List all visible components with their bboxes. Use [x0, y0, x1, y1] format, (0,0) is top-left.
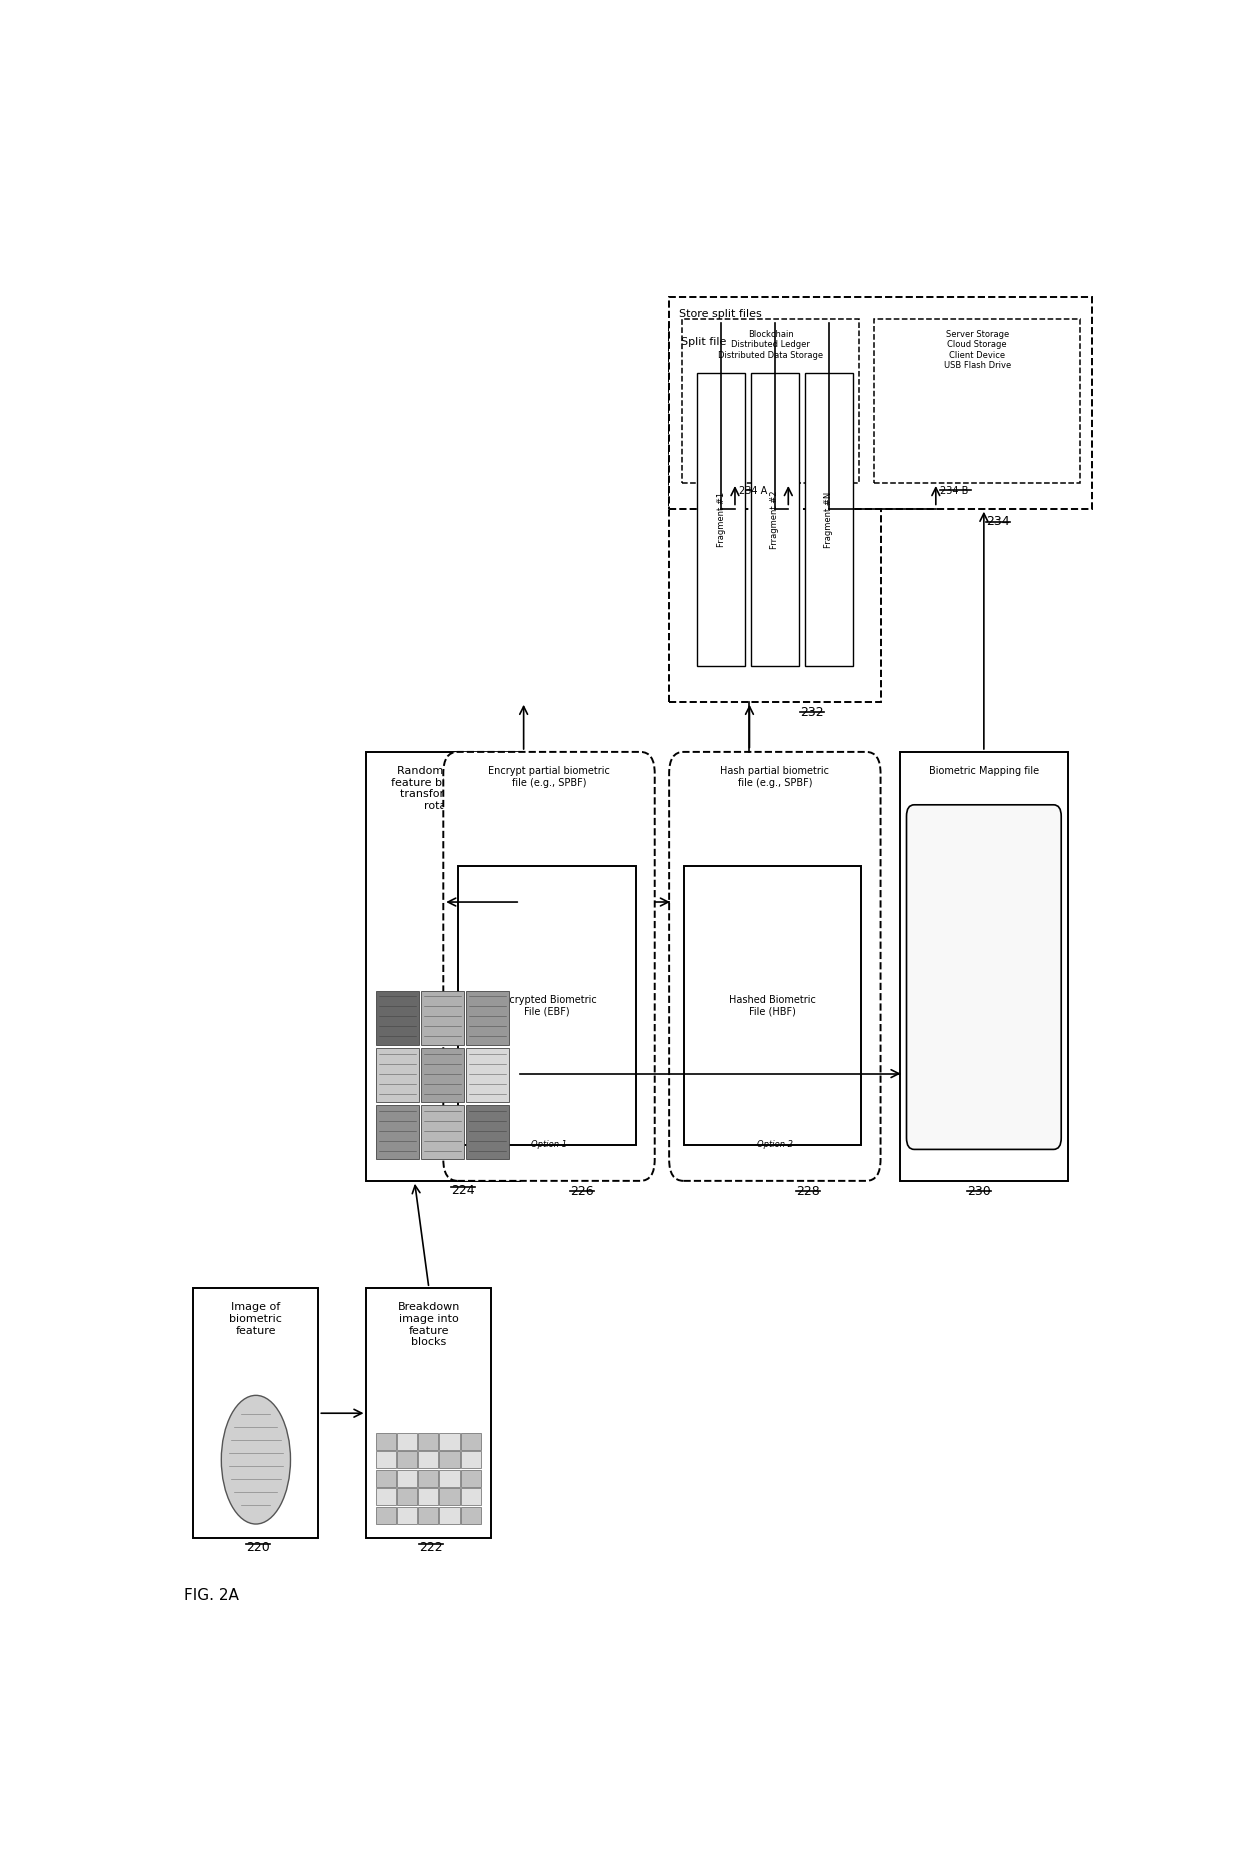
Text: Option 1: Option 1 — [531, 1140, 567, 1149]
Text: 228: 228 — [796, 1185, 820, 1198]
Bar — [376, 990, 419, 1045]
Bar — [682, 319, 859, 483]
Text: 234 B: 234 B — [940, 487, 968, 496]
Text: FIG. 2A: FIG. 2A — [184, 1588, 239, 1603]
Bar — [397, 1487, 418, 1506]
Text: Biometric Mapping file: Biometric Mapping file — [929, 767, 1039, 776]
Bar — [439, 1469, 460, 1487]
Bar — [420, 1105, 464, 1159]
Text: 234: 234 — [986, 514, 1009, 527]
Bar — [439, 1450, 460, 1469]
Ellipse shape — [221, 1395, 290, 1525]
Bar — [460, 1487, 481, 1506]
Bar — [376, 1450, 397, 1469]
Bar — [670, 323, 880, 702]
Bar — [397, 1506, 418, 1525]
Text: Encrypted Biometric
File (EBF): Encrypted Biometric File (EBF) — [497, 995, 596, 1016]
Bar — [418, 1450, 439, 1469]
Text: Randomly select
feature blocks and
transform (e.g.,
rotate): Randomly select feature blocks and trans… — [392, 767, 495, 812]
Text: 230: 230 — [967, 1185, 991, 1198]
Bar — [418, 1487, 439, 1506]
Text: 232: 232 — [800, 706, 823, 719]
FancyBboxPatch shape — [444, 752, 655, 1181]
Bar — [376, 1506, 397, 1525]
Bar — [376, 1105, 419, 1159]
Bar — [376, 1047, 419, 1103]
Text: Image of
biometric
feature: Image of biometric feature — [229, 1302, 283, 1335]
Bar — [466, 990, 508, 1045]
Bar — [466, 1105, 508, 1159]
Text: 220: 220 — [246, 1541, 269, 1554]
Bar — [418, 1469, 439, 1487]
Bar — [439, 1487, 460, 1506]
Text: Frragment #2: Frragment #2 — [770, 490, 780, 550]
Text: 222: 222 — [419, 1541, 443, 1554]
Bar — [460, 1469, 481, 1487]
Bar — [670, 297, 1092, 509]
FancyBboxPatch shape — [906, 804, 1061, 1149]
Text: Server Storage
Cloud Storage
Client Device
USB Flash Drive: Server Storage Cloud Storage Client Devi… — [944, 331, 1011, 370]
Bar — [751, 373, 799, 667]
Bar — [193, 1289, 319, 1538]
Bar — [367, 752, 521, 1181]
Bar — [397, 1450, 418, 1469]
FancyBboxPatch shape — [670, 752, 880, 1181]
Bar — [397, 1432, 418, 1450]
Bar — [460, 1432, 481, 1450]
Bar — [460, 1450, 481, 1469]
Text: Breakdown
image into
feature
blocks: Breakdown image into feature blocks — [398, 1302, 460, 1346]
Text: Hashed Biometric
File (HBF): Hashed Biometric File (HBF) — [729, 995, 816, 1016]
Bar — [376, 1469, 397, 1487]
Bar — [439, 1432, 460, 1450]
Text: Blockchain
Distributed Ledger
Distributed Data Storage: Blockchain Distributed Ledger Distribute… — [718, 331, 823, 360]
Text: Store split files: Store split files — [678, 308, 761, 319]
Bar — [900, 752, 1068, 1181]
Text: Encrypt partial biometric
file (e.g., SPBF): Encrypt partial biometric file (e.g., SP… — [489, 767, 610, 787]
Bar — [418, 1506, 439, 1525]
Bar — [439, 1506, 460, 1525]
Bar — [460, 1506, 481, 1525]
Bar — [466, 1047, 508, 1103]
Text: Fragment #1: Fragment #1 — [717, 492, 725, 548]
Text: 234 A: 234 A — [739, 487, 766, 496]
Bar — [420, 1047, 464, 1103]
Bar — [397, 1469, 418, 1487]
Bar — [805, 373, 853, 667]
Bar — [683, 865, 862, 1146]
Text: Split file: Split file — [681, 338, 727, 347]
Text: 226: 226 — [570, 1185, 594, 1198]
Bar — [376, 1487, 397, 1506]
Text: Option 2: Option 2 — [756, 1140, 792, 1149]
Text: Hash partial biometric
file (e.g., SPBF): Hash partial biometric file (e.g., SPBF) — [720, 767, 830, 787]
Bar — [697, 373, 745, 667]
Text: Mapping File (MF): Mapping File (MF) — [941, 971, 1027, 982]
Text: Fragment #N: Fragment #N — [825, 492, 833, 548]
Bar — [418, 1432, 439, 1450]
Bar — [367, 1289, 491, 1538]
Bar — [376, 1432, 397, 1450]
Bar — [458, 865, 635, 1146]
Text: 224: 224 — [451, 1183, 475, 1196]
Bar — [874, 319, 1080, 483]
Bar — [420, 990, 464, 1045]
